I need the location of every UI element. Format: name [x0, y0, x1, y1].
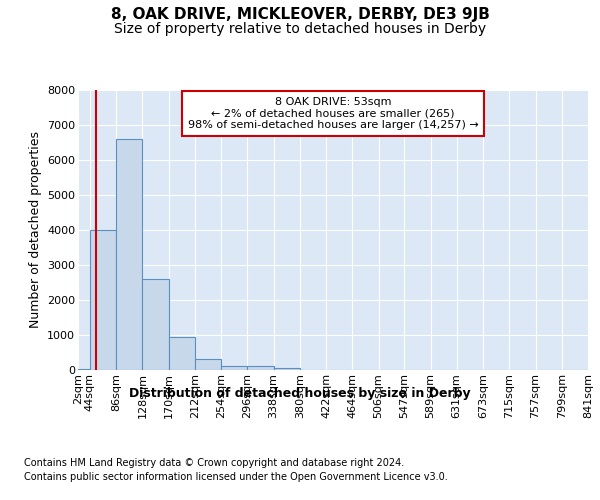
Bar: [195, 358, 221, 370]
Text: Contains HM Land Registry data © Crown copyright and database right 2024.: Contains HM Land Registry data © Crown c…: [24, 458, 404, 468]
Bar: [142, 279, 169, 370]
Bar: [169, 337, 195, 370]
Y-axis label: Number of detached properties: Number of detached properties: [29, 132, 41, 328]
Text: 8 OAK DRIVE: 53sqm
← 2% of detached houses are smaller (265)
98% of semi-detache: 8 OAK DRIVE: 53sqm ← 2% of detached hous…: [188, 97, 478, 130]
Bar: [221, 366, 247, 370]
Text: 8, OAK DRIVE, MICKLEOVER, DERBY, DE3 9JB: 8, OAK DRIVE, MICKLEOVER, DERBY, DE3 9JB: [110, 8, 490, 22]
Bar: [247, 366, 274, 370]
Bar: [78, 369, 90, 370]
Text: Size of property relative to detached houses in Derby: Size of property relative to detached ho…: [114, 22, 486, 36]
Bar: [274, 368, 300, 370]
Text: Contains public sector information licensed under the Open Government Licence v3: Contains public sector information licen…: [24, 472, 448, 482]
Text: Distribution of detached houses by size in Derby: Distribution of detached houses by size …: [129, 388, 471, 400]
Bar: [116, 139, 142, 370]
Bar: [90, 230, 116, 370]
